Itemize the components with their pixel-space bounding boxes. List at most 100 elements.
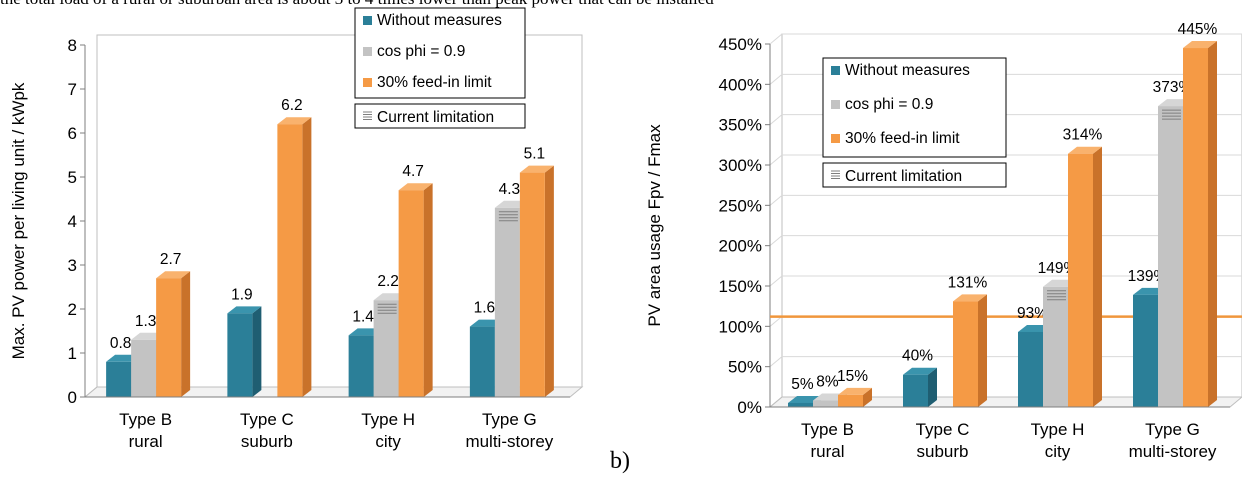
bar-top	[227, 306, 262, 314]
data-label: 1.9	[231, 286, 253, 303]
data-label: 2.7	[160, 251, 182, 268]
bar-side	[302, 117, 312, 397]
bar-without-measures	[1133, 294, 1158, 407]
legend-label: cos phi = 0.9	[377, 43, 465, 60]
bar-feed-in-limit	[838, 394, 863, 407]
x-tick-label: rural	[129, 432, 163, 451]
y-tick-label: 0%	[737, 398, 762, 417]
x-tick-label: Type C	[240, 410, 294, 429]
legend-swatch	[831, 66, 840, 75]
data-label: 4.7	[402, 163, 424, 180]
y-tick-label: 2	[68, 300, 77, 319]
gridline-depth	[769, 154, 783, 166]
y-axis-label: Max. PV power per living unit / kWpk	[9, 82, 28, 359]
data-label: 8%	[816, 374, 839, 391]
data-label: 149%	[1038, 260, 1078, 277]
bar-feed-in-limit	[277, 124, 303, 397]
chart-pv-area-usage: 0% 50% 100% 150% 200% 250% 300% 350% 400% 450% PV …	[645, 21, 1242, 461]
bar-side	[928, 367, 937, 407]
bar-feed-in-limit	[156, 278, 182, 397]
bar-top	[1183, 41, 1217, 49]
bar-feed-in-limit	[1183, 48, 1208, 408]
data-label: 373%	[1153, 79, 1193, 96]
bar-side	[181, 271, 191, 397]
data-label: 2.2	[377, 273, 399, 290]
y-tick-label: 3	[68, 256, 77, 275]
bar-cos-phi	[494, 207, 520, 397]
x-tick-label: Type G	[482, 410, 537, 429]
bar-cos-phi	[813, 400, 838, 407]
bar-without-measures	[227, 313, 253, 397]
y-tick-label: 200%	[719, 237, 762, 256]
data-label: 1.3	[135, 313, 157, 330]
data-label: 445%	[1178, 21, 1218, 38]
gridline-depth	[769, 114, 783, 126]
y-tick-label: 450%	[719, 35, 762, 54]
legend-swatch	[831, 100, 840, 109]
bar-side	[978, 294, 987, 407]
y-tick-label: 4	[68, 212, 77, 231]
bar-cos-phi	[373, 300, 399, 397]
data-label: 93%	[1017, 305, 1048, 322]
y-tick-label: 5	[68, 168, 77, 187]
data-label: 1.6	[474, 300, 496, 317]
x-tick-label: multi-storey	[1129, 442, 1217, 461]
x-tick-label: Type B	[801, 420, 854, 439]
header-text: the total load of a rural or suburban ar…	[0, 0, 1242, 11]
bar-without-measures	[469, 326, 495, 397]
legend-label: Without measures	[377, 12, 502, 29]
bar-top	[903, 367, 937, 375]
y-tick-label: 150%	[719, 277, 762, 296]
y-tick-label: 300%	[719, 156, 762, 175]
x-tick-label: rural	[810, 442, 844, 461]
legend-label: cos phi = 0.9	[845, 96, 933, 113]
legend-box	[822, 57, 1007, 158]
y-tick-label: 100%	[719, 317, 762, 336]
bar-top	[953, 294, 987, 302]
y-tick-label: 1	[68, 344, 77, 363]
bar-without-measures	[106, 361, 132, 397]
data-label: 15%	[837, 368, 868, 385]
bar-top	[1068, 146, 1102, 154]
bar-side	[1208, 41, 1217, 408]
data-label: 139%	[1128, 268, 1168, 285]
data-label: 4.3	[499, 181, 521, 198]
bar-without-measures	[348, 335, 374, 397]
bar-feed-in-limit	[398, 190, 424, 397]
x-tick-label: city	[375, 432, 401, 451]
x-tick-label: suburb	[241, 432, 293, 451]
bar-without-measures	[788, 402, 813, 407]
bar-top	[156, 271, 191, 279]
bar-top	[277, 117, 312, 125]
bar-top	[398, 183, 433, 191]
x-tick-label: Type G	[1145, 420, 1200, 439]
x-tick-label: multi-storey	[465, 432, 553, 451]
chart-max-pv-power: 0 1 2 3 4 5 6 7 8 Max. PV power per living unit /…	[9, 7, 584, 451]
bar-top	[519, 165, 554, 173]
bar-side	[252, 306, 262, 397]
legend-swatch	[831, 134, 840, 143]
y-tick-label: 0	[68, 388, 77, 407]
bar-cos-phi	[131, 339, 157, 397]
bar-without-measures	[903, 374, 928, 407]
legend-label: Without measures	[845, 62, 970, 79]
x-tick-label: Type H	[1031, 420, 1085, 439]
data-label: 6.2	[281, 97, 303, 114]
gridline-depth	[769, 356, 783, 368]
data-label: 314%	[1063, 127, 1103, 144]
y-axis-label: PV area usage Fpv / Fmax	[645, 124, 664, 327]
y-tick-label: 400%	[719, 75, 762, 94]
bar-side	[423, 183, 433, 397]
legend-current-limitation-box	[822, 162, 1007, 188]
panel-label: b)	[610, 448, 630, 474]
gridline-depth	[769, 275, 783, 287]
legend-swatch	[363, 16, 372, 25]
x-tick-label: Type C	[916, 420, 970, 439]
axis-depth-line	[769, 396, 783, 408]
gridline-depth	[769, 315, 783, 327]
x-tick-label: suburb	[917, 442, 969, 461]
y-tick-label: 8	[68, 36, 77, 55]
y-tick-label: 6	[68, 124, 77, 143]
bar-side	[863, 387, 872, 407]
legend-current-limitation-box	[354, 103, 526, 129]
